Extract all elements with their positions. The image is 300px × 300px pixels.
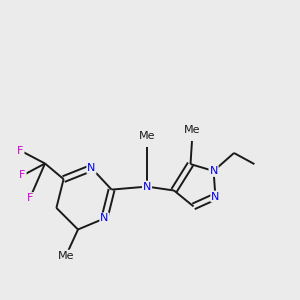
Text: F: F	[19, 170, 26, 181]
Text: F: F	[17, 146, 24, 156]
Text: N: N	[87, 163, 96, 173]
Text: N: N	[211, 191, 220, 202]
Text: N: N	[100, 213, 109, 224]
Text: Me: Me	[184, 124, 200, 135]
Text: N: N	[143, 182, 151, 192]
Text: F: F	[27, 193, 33, 203]
Text: Me: Me	[139, 130, 155, 141]
Text: N: N	[209, 166, 218, 176]
Text: Me: Me	[58, 250, 74, 261]
